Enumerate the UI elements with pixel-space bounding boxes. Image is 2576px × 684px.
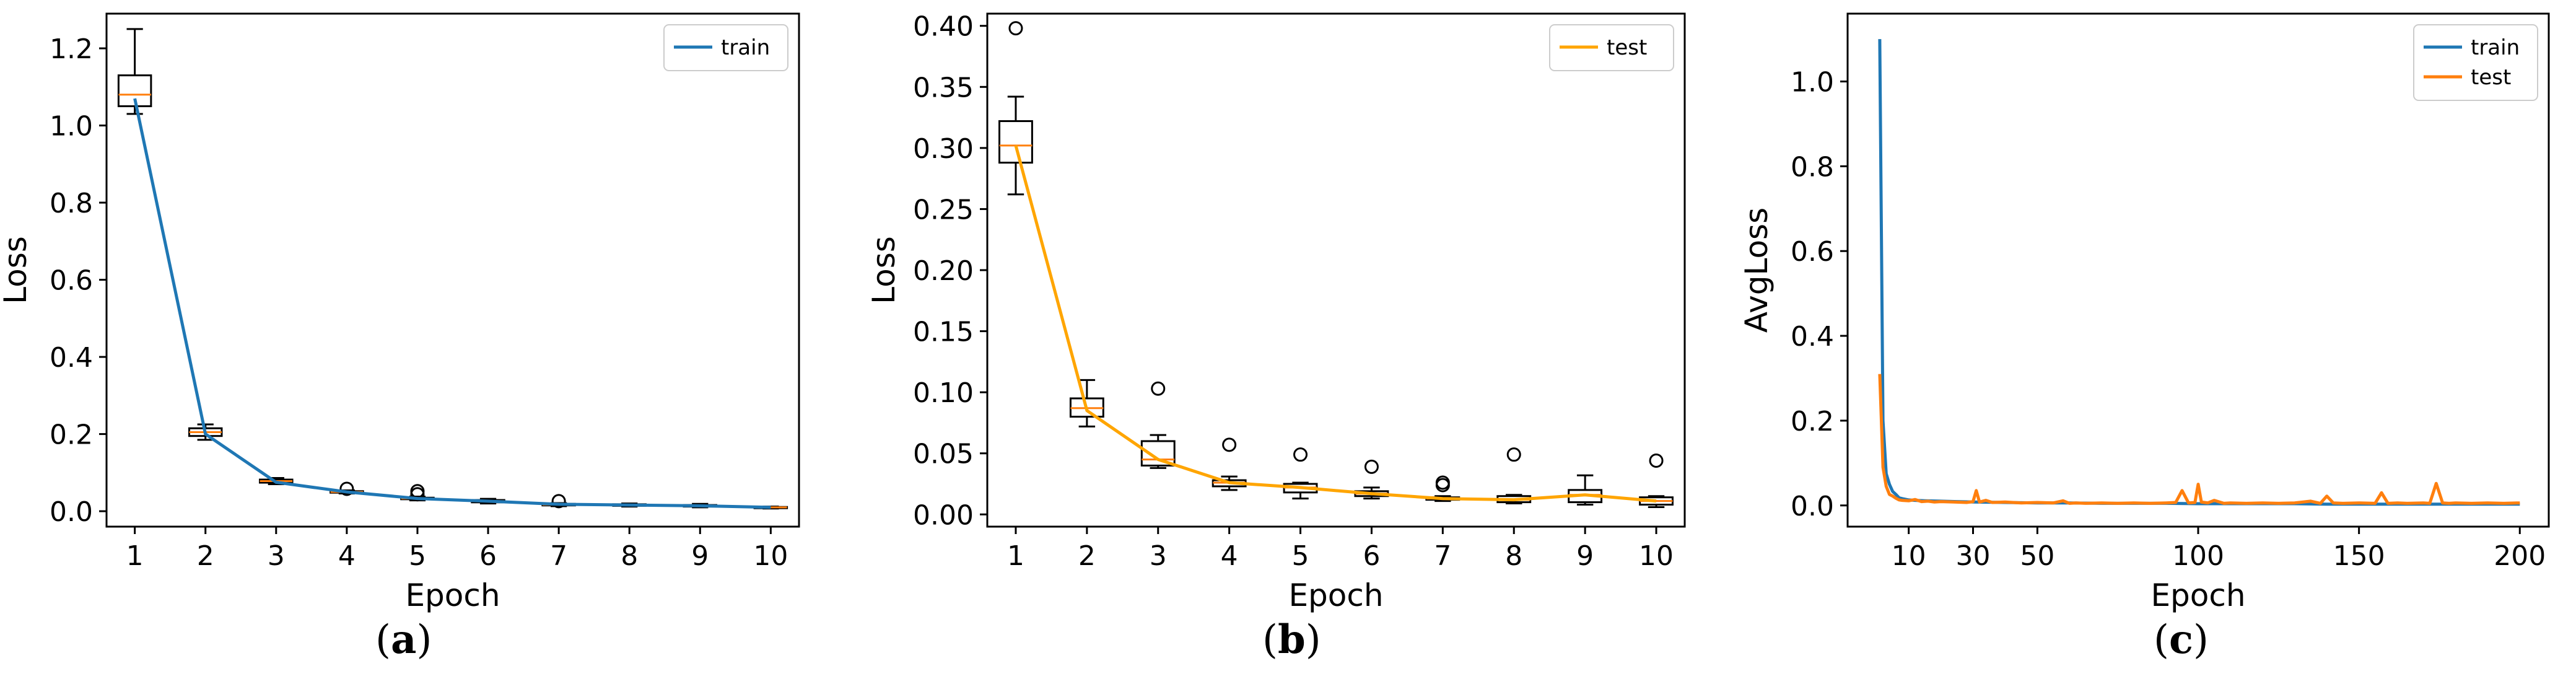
chart-panel-1: 0.00 0.05 0.10 0.15 0.20 0.25 0.30 0.35 0.40 1 2 3 4… — [866, 11, 1686, 613]
x-tick-label: 10 — [753, 540, 788, 572]
y-tick-label: 1.0 — [1791, 66, 1834, 98]
x-tick-label: 30 — [1956, 540, 1991, 572]
x-tick-label: 200 — [2494, 540, 2546, 572]
legend-label-test: test — [1607, 35, 1647, 60]
box-flier — [1649, 454, 1664, 468]
legend-box — [663, 24, 788, 71]
y-tick-label: 0.20 — [913, 255, 974, 287]
x-tick-label: 2 — [1078, 540, 1096, 572]
box-iqr — [117, 74, 152, 107]
x-tick-label: 5 — [1292, 540, 1309, 572]
y-tick-label: 0.10 — [913, 377, 974, 409]
x-tick-label: 9 — [1576, 540, 1594, 572]
box-epoch-9 — [1568, 474, 1603, 506]
legend: train — [663, 24, 788, 71]
y-tick-label: 0.40 — [913, 11, 974, 43]
x-tick-label: 7 — [550, 540, 567, 572]
box-epoch-1 — [998, 21, 1033, 196]
x-tick-label: 4 — [1221, 540, 1238, 572]
y-tick-label: 0.6 — [1791, 236, 1834, 268]
x-tick-label: 10 — [1892, 540, 1926, 572]
y-tick-label: 0.15 — [913, 317, 974, 348]
legend-box — [1549, 24, 1674, 71]
y-tick-label: 0.2 — [50, 419, 93, 451]
box-epoch-3 — [1140, 381, 1176, 469]
x-tick-label: 50 — [2020, 540, 2054, 572]
box-flier — [339, 481, 354, 496]
y-tick-label: 0.35 — [913, 72, 974, 103]
y-tick-label: 0.6 — [50, 265, 93, 297]
y-axis-label: Loss — [866, 236, 902, 304]
y-tick-label: 1.0 — [50, 111, 93, 142]
y-tick-label: 0.05 — [913, 439, 974, 470]
y-tick-label: 0.8 — [1791, 151, 1834, 183]
x-tick-label: 4 — [338, 540, 356, 572]
y-tick-label: 1.2 — [50, 33, 93, 65]
series-line-test — [1878, 374, 2520, 505]
x-tick-label: 1 — [126, 540, 144, 572]
plot-frame — [986, 12, 1686, 528]
chart-panel-2: 0.0 0.2 0.4 0.6 0.8 1.0 10 30 50 100 150 200 Epoch Av… — [1739, 12, 2550, 613]
y-tick-label: 0.00 — [913, 499, 974, 531]
box-flier — [1222, 437, 1237, 452]
x-tick-label: 100 — [2172, 540, 2224, 572]
chart-panel-0: 0.0 0.2 0.4 0.6 0.8 1.0 1.2 1 2 3 4 5 6 7 8 9 10 Epoch Los… — [0, 12, 800, 613]
y-tick-label: 0.2 — [1791, 406, 1834, 437]
legend: train test — [2413, 24, 2538, 101]
box-epoch-1 — [117, 28, 152, 115]
caption-a: (a) — [375, 616, 432, 663]
box-epoch-5 — [1283, 447, 1318, 500]
y-axis-label: AvgLoss — [1739, 208, 1775, 333]
series-line-test — [1014, 145, 1657, 503]
series-line-train — [1878, 39, 2520, 506]
legend-box — [2413, 24, 2538, 101]
x-tick-label: 2 — [197, 540, 214, 572]
x-tick-label: 7 — [1434, 540, 1451, 572]
box-iqr — [1140, 440, 1176, 467]
x-tick-label: 5 — [409, 540, 426, 572]
plot-frame — [105, 12, 800, 528]
y-tick-label: 0.0 — [50, 496, 93, 528]
x-axis-label: Epoch — [1288, 577, 1383, 613]
y-tick-label: 0.25 — [913, 194, 974, 226]
x-tick-label: 8 — [1505, 540, 1522, 572]
x-axis-label: Epoch — [405, 577, 500, 613]
legend: test — [1549, 24, 1674, 71]
box-flier — [1293, 447, 1308, 462]
y-tick-label: 0.4 — [50, 342, 93, 374]
box-flier — [1008, 21, 1023, 36]
box-iqr — [998, 120, 1033, 164]
x-tick-label: 6 — [1363, 540, 1380, 572]
x-tick-label: 8 — [621, 540, 638, 572]
box-flier — [1364, 459, 1379, 474]
x-tick-label: 9 — [691, 540, 709, 572]
caption-b: (b) — [1262, 616, 1321, 663]
y-tick-label: 0.30 — [913, 133, 974, 165]
y-axis-label: Loss — [0, 236, 33, 304]
x-tick-label: 1 — [1007, 540, 1024, 572]
x-tick-label: 6 — [479, 540, 497, 572]
box-flier — [551, 494, 566, 509]
series-line-train — [133, 98, 771, 509]
legend-label-test: test — [2471, 65, 2511, 90]
legend-label-train: train — [721, 35, 770, 60]
x-tick-label: 3 — [1150, 540, 1167, 572]
x-tick-label: 10 — [1639, 540, 1674, 572]
box-flier — [1435, 475, 1450, 490]
legend-label-train: train — [2471, 35, 2520, 60]
box-epoch-8 — [1496, 447, 1532, 505]
box-flier — [1151, 381, 1166, 396]
plot-frame — [1846, 12, 2550, 528]
box-flier — [1506, 447, 1521, 462]
y-tick-label: 0.0 — [1791, 491, 1834, 522]
x-axis-label: Epoch — [2150, 577, 2245, 613]
caption-c: (c) — [2154, 616, 2209, 663]
y-tick-label: 0.4 — [1791, 321, 1834, 353]
y-tick-label: 0.8 — [50, 188, 93, 219]
x-tick-label: 150 — [2333, 540, 2385, 572]
x-tick-label: 3 — [268, 540, 285, 572]
